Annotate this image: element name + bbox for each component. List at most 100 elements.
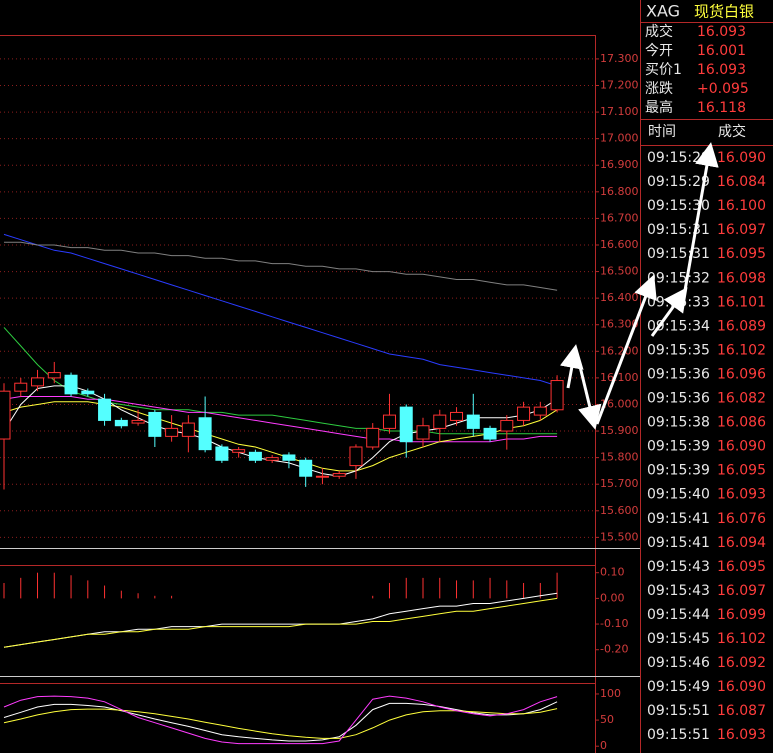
trade-price: 16.087 (717, 703, 766, 719)
candle-body (315, 475, 329, 478)
y-tick-label: 100 (600, 687, 621, 700)
quote-label: 成交 (645, 23, 673, 40)
candle-body (483, 427, 497, 440)
y-tick-label: -0.10 (600, 617, 628, 630)
trade-price: 16.095 (717, 463, 766, 479)
trade-price: 16.090 (717, 679, 766, 695)
candle-body (31, 377, 45, 387)
instrument-name: 现货白银 (694, 3, 754, 21)
candle-body (0, 390, 11, 440)
indicator-line (3, 695, 558, 745)
trade-price: 16.095 (717, 246, 766, 262)
indicator-line (3, 592, 558, 648)
candle-body (114, 419, 128, 427)
quote-value: 16.118 (697, 100, 746, 116)
candle-body (265, 457, 279, 461)
quote-value: 16.093 (697, 24, 746, 40)
y-tick-label: 15.800 (600, 451, 639, 464)
trade-price: 16.089 (717, 318, 766, 334)
trade-time: 09:15:51 (647, 703, 710, 719)
candle-body (550, 380, 564, 411)
y-tick-label: -0.20 (600, 643, 628, 656)
candle-body (382, 414, 396, 429)
trade-time: 09:15:29 (647, 150, 710, 166)
candle-body (81, 390, 95, 395)
y-tick-label: 15.900 (600, 424, 639, 437)
trade-time: 09:15:31 (647, 222, 710, 238)
trade-time: 09:15:43 (647, 559, 710, 575)
trade-price: 16.097 (717, 583, 766, 599)
trade-time: 09:15:41 (647, 511, 710, 527)
quote-value: +0.095 (697, 81, 749, 97)
y-tick-label: 50 (600, 713, 614, 726)
y-tick-label: 16.300 (600, 318, 639, 331)
trade-price: 16.084 (717, 174, 766, 190)
trade-time: 09:15:44 (647, 607, 710, 623)
y-tick-label: 0 (600, 739, 607, 752)
candle-body (517, 406, 531, 421)
trade-time: 09:15:46 (647, 655, 710, 671)
trade-price: 16.099 (717, 607, 766, 623)
trade-time: 09:15:40 (647, 487, 710, 503)
candle-body (148, 411, 162, 437)
trade-time: 09:15:29 (647, 174, 710, 190)
y-tick-label: 17.000 (600, 132, 639, 145)
candle-body (181, 422, 195, 437)
quote-label: 今开 (645, 43, 673, 59)
y-tick-label: 16.900 (600, 158, 639, 171)
y-tick-label: 17.200 (600, 79, 639, 92)
candle-body (14, 382, 28, 392)
y-tick-label: 16.200 (600, 344, 639, 357)
y-tick-label: 16.700 (600, 211, 639, 224)
symbol: XAG (646, 2, 680, 21)
quote-value: 16.093 (697, 62, 746, 78)
trade-price: 16.097 (717, 222, 766, 238)
candle-body (332, 473, 346, 477)
y-tick-label: 17.300 (600, 52, 639, 65)
candle-body (165, 427, 179, 437)
y-tick-label: 0.00 (600, 591, 625, 604)
quote-label: 买价1 (645, 62, 682, 78)
trade-price: 16.092 (717, 655, 766, 671)
y-tick-label: 16.100 (600, 371, 639, 384)
trade-price: 16.102 (717, 631, 766, 647)
trade-price: 16.093 (717, 487, 766, 503)
annotation-arrows (559, 142, 719, 430)
y-tick-label: 0.10 (600, 566, 625, 579)
trade-price: 16.100 (717, 198, 766, 214)
trade-price: 16.082 (717, 391, 766, 407)
trade-time: 09:15:33 (647, 294, 710, 310)
candle-body (64, 374, 78, 395)
candle-body (399, 406, 413, 443)
trade-time: 09:15:32 (647, 270, 710, 286)
candle-body (98, 398, 112, 421)
header-time: 时间 (648, 124, 676, 140)
trade-price: 16.086 (717, 415, 766, 431)
trade-time: 09:15:45 (647, 631, 710, 647)
y-tick-label: 15.700 (600, 477, 639, 490)
candle-body (349, 446, 363, 467)
trade-time: 09:15:51 (647, 727, 710, 743)
candle-body (248, 451, 262, 461)
trade-time: 09:15:39 (647, 463, 710, 479)
candle-body (533, 406, 547, 416)
candle-body (131, 419, 145, 424)
trade-time: 09:15:30 (647, 198, 710, 214)
quote-label: 最高 (645, 99, 673, 116)
trade-time: 09:15:31 (647, 246, 710, 262)
y-tick-label: 15.500 (600, 530, 639, 543)
candle-body (198, 417, 212, 451)
candle-body (282, 454, 296, 461)
trade-time: 09:15:39 (647, 439, 710, 455)
trade-price: 16.102 (717, 342, 766, 358)
candle-body (366, 427, 380, 448)
quote-value: 16.001 (697, 43, 746, 59)
indicator-line (3, 396, 558, 443)
trade-price: 16.096 (717, 366, 766, 382)
indicator-line (3, 708, 558, 739)
y-tick-label: 16.400 (600, 291, 639, 304)
trade-time: 09:15:35 (647, 342, 710, 358)
candle-body (232, 449, 246, 453)
candle-body (450, 411, 464, 421)
